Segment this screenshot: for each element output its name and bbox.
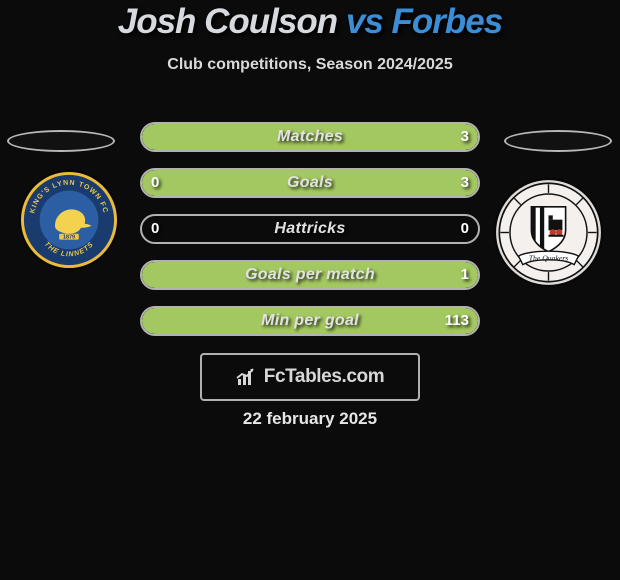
branding-text-prefix: Fc xyxy=(264,366,285,387)
stat-label: Hattricks xyxy=(142,216,478,242)
title-vs: vs xyxy=(346,2,383,41)
stats-panel: Matches3Goals03Hattricks00Goals per matc… xyxy=(140,122,480,352)
crest-shadow-left xyxy=(7,130,115,152)
svg-text:THE LINNETS: THE LINNETS xyxy=(43,241,96,259)
stat-value-right: 1 xyxy=(461,262,469,288)
stat-value-right: 113 xyxy=(445,308,469,334)
title-player-left: Josh Coulson xyxy=(118,2,337,41)
bird-icon xyxy=(55,209,91,233)
branding-text: FcTables.com xyxy=(264,366,385,388)
stat-label: Min per goal xyxy=(142,308,478,334)
bars-icon xyxy=(236,367,260,387)
club-crest-left: KING'S LYNN TOWN FC THE LINNETS 1879 xyxy=(20,171,118,269)
crest-left-top-text: KING'S LYNN TOWN FC xyxy=(29,180,108,215)
comparison-date: 22 february 2025 xyxy=(0,409,620,429)
branding-badge: FcTables.com xyxy=(200,353,420,401)
crest-shadow-right xyxy=(504,130,612,152)
svg-text:KING'S LYNN TOWN FC: KING'S LYNN TOWN FC xyxy=(29,180,108,215)
crest-left-bottom-text: THE LINNETS xyxy=(43,241,96,259)
comparison-subtitle: Club competitions, Season 2024/2025 xyxy=(0,56,620,74)
stat-label: Goals xyxy=(142,170,478,196)
comparison-title: Josh Coulson vs Forbes xyxy=(0,2,620,42)
stat-row: Min per goal113 xyxy=(140,306,480,336)
stat-value-right: 3 xyxy=(461,124,469,150)
stat-row: Hattricks0 0 xyxy=(140,214,480,244)
title-player-right: Forbes xyxy=(392,2,503,41)
crest-right-text: The Quakers xyxy=(529,253,569,262)
stat-value-right: 3 xyxy=(461,170,469,196)
stat-label: Goals per match xyxy=(142,262,478,288)
stat-value-left: 0 xyxy=(151,170,159,196)
club-crest-right: The Quakers xyxy=(495,179,602,286)
stat-row: Matches3 xyxy=(140,122,480,152)
branding-text-rest: Tables.com xyxy=(285,366,384,387)
stat-value-left: 0 xyxy=(151,216,159,242)
stat-row: Goals per match1 xyxy=(140,260,480,290)
stat-value-right: 0 xyxy=(461,216,469,242)
stat-label: Matches xyxy=(142,124,478,150)
banner-icon xyxy=(519,251,579,264)
stat-row: Goals0 3 xyxy=(140,168,480,198)
crest-left-year: 1879 xyxy=(63,235,75,241)
